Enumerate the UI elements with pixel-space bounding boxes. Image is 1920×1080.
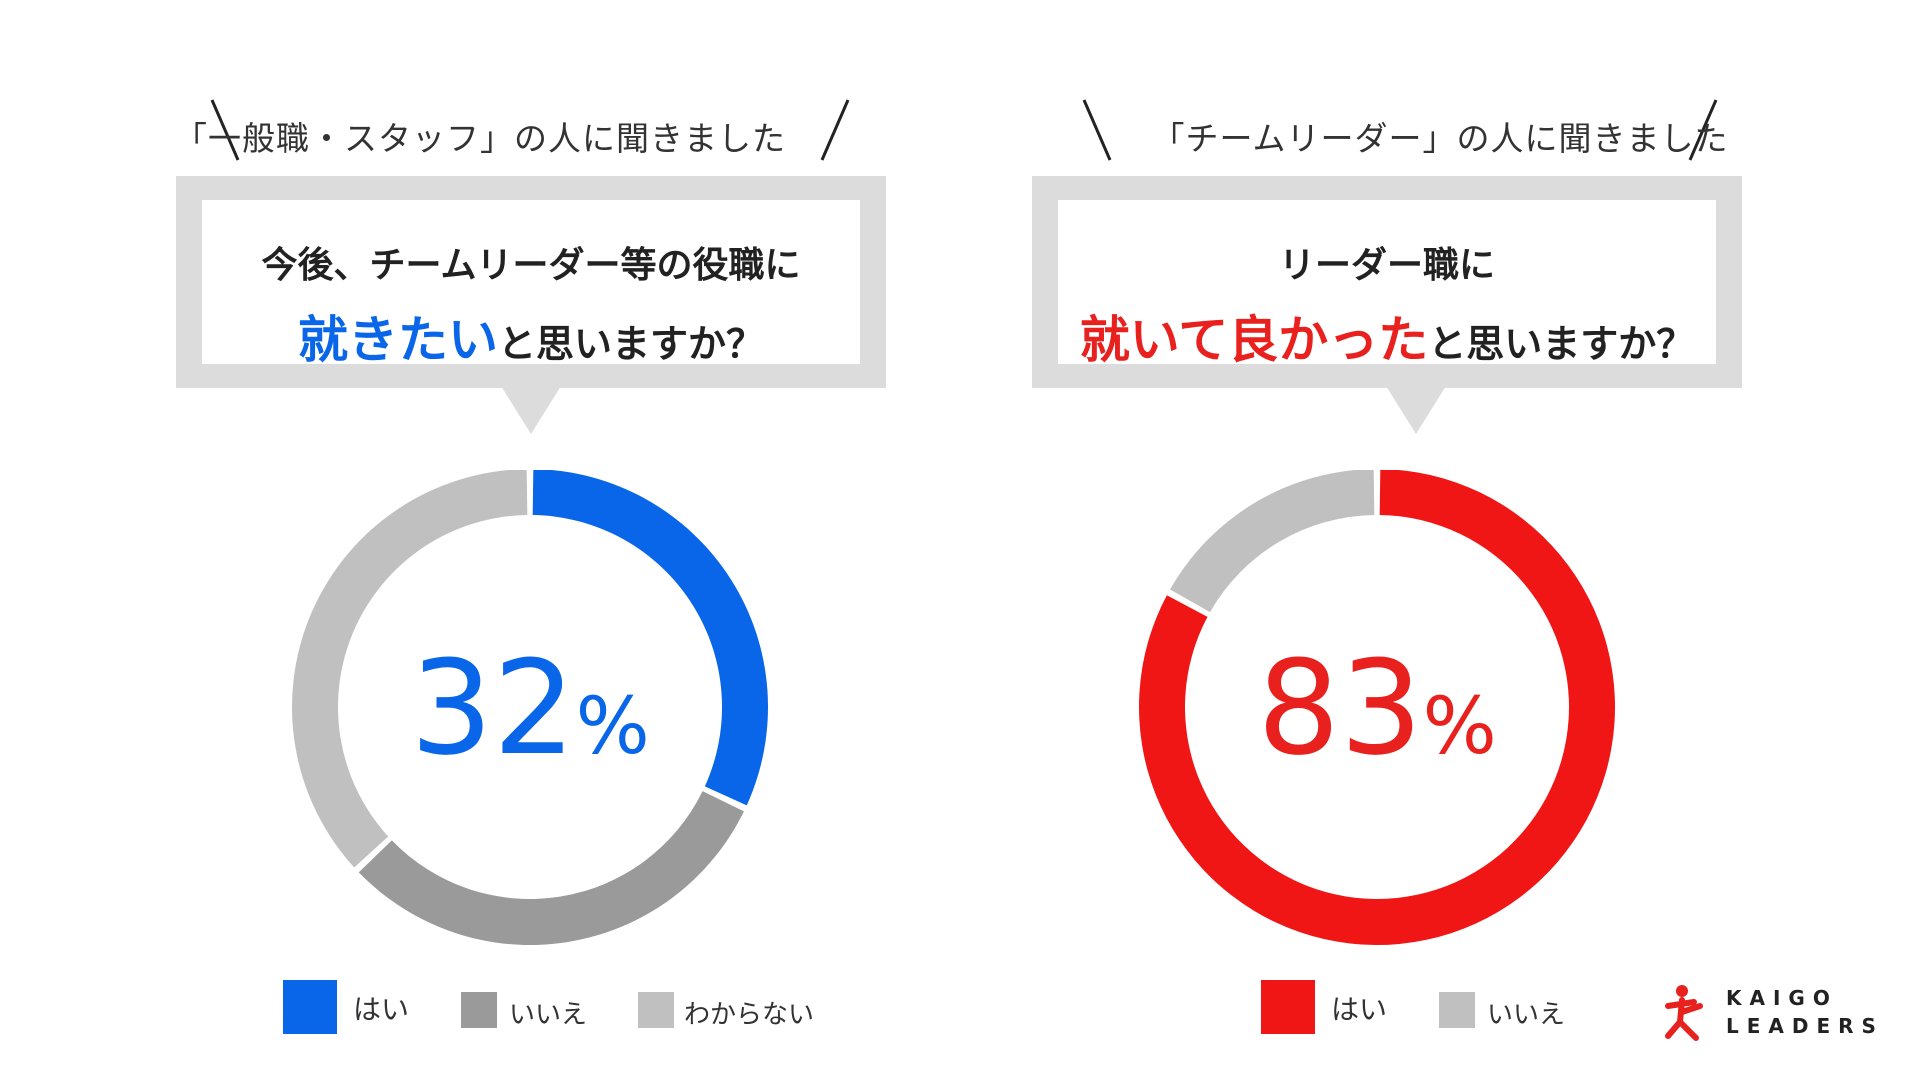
survey-group-header: 「チームリーダー」の人に聞きました	[1151, 119, 1729, 158]
bubble-tail	[1386, 386, 1446, 434]
legend-swatch	[461, 992, 497, 1028]
kaigo-leaders-logo: KAIGO LEADERS	[1660, 982, 1880, 1042]
logo-text-line2: LEADERS	[1726, 1014, 1884, 1038]
question-line1: 今後、チームリーダー等の役職に	[261, 245, 801, 286]
question-emphasis: 就きたい	[297, 311, 498, 369]
donut-slice-3	[292, 470, 528, 868]
logo-text-line1: KAIGO	[1726, 986, 1838, 1010]
donut-slice-1	[532, 470, 768, 806]
question-rest: と思いますか？	[1428, 322, 1695, 366]
legend-swatch	[1439, 992, 1475, 1028]
survey-group-header: 「一般職・スタッフ」の人に聞きました	[174, 119, 786, 158]
bubble-tail	[501, 386, 561, 434]
question-bubble: 今後、チームリーダー等の役職に 就きたいと思いますか？	[176, 176, 886, 388]
header-slash-decoration	[210, 99, 850, 161]
legend-label: はい	[353, 993, 410, 1026]
header-slash-decoration	[1082, 99, 1718, 161]
legend-swatch	[1261, 980, 1315, 1034]
chart-panel-right: 「チームリーダー」の人に聞きました リーダー職に 就いて良かったと思いますか？ …	[960, 0, 1920, 1080]
question-line2: 就いて良かったと思いますか？	[1058, 300, 1716, 372]
legend-label: わからない	[684, 1000, 815, 1030]
center-percentage: 32%	[410, 632, 650, 784]
chart-legend: はい いいえ わからない	[283, 980, 843, 1036]
donut-slice-2	[1170, 470, 1375, 613]
legend-swatch	[283, 980, 337, 1034]
center-percentage: 83%	[1257, 632, 1497, 784]
legend-label: いいえ	[1487, 1000, 1566, 1030]
legend-label: いいえ	[509, 1000, 588, 1030]
donut-chart: 32%	[292, 470, 768, 945]
legend-label: はい	[1331, 993, 1388, 1026]
chart-legend: はい いいえ	[1261, 980, 1621, 1036]
donut-slice-2	[358, 791, 744, 945]
question-line1: リーダー職に	[1278, 245, 1495, 286]
question-emphasis: 就いて良かった	[1079, 311, 1429, 369]
question-rest: と思いますか？	[497, 322, 764, 366]
legend-swatch	[638, 992, 674, 1028]
question-bubble: リーダー職に 就いて良かったと思いますか？	[1032, 176, 1742, 388]
chart-panel-left: 「一般職・スタッフ」の人に聞きました 今後、チームリーダー等の役職に 就きたいと…	[174, 99, 886, 1036]
question-line2: 就きたいと思いますか？	[202, 300, 860, 372]
donut-chart: 83%	[1139, 470, 1615, 945]
runner-logo-icon	[1665, 985, 1703, 1041]
